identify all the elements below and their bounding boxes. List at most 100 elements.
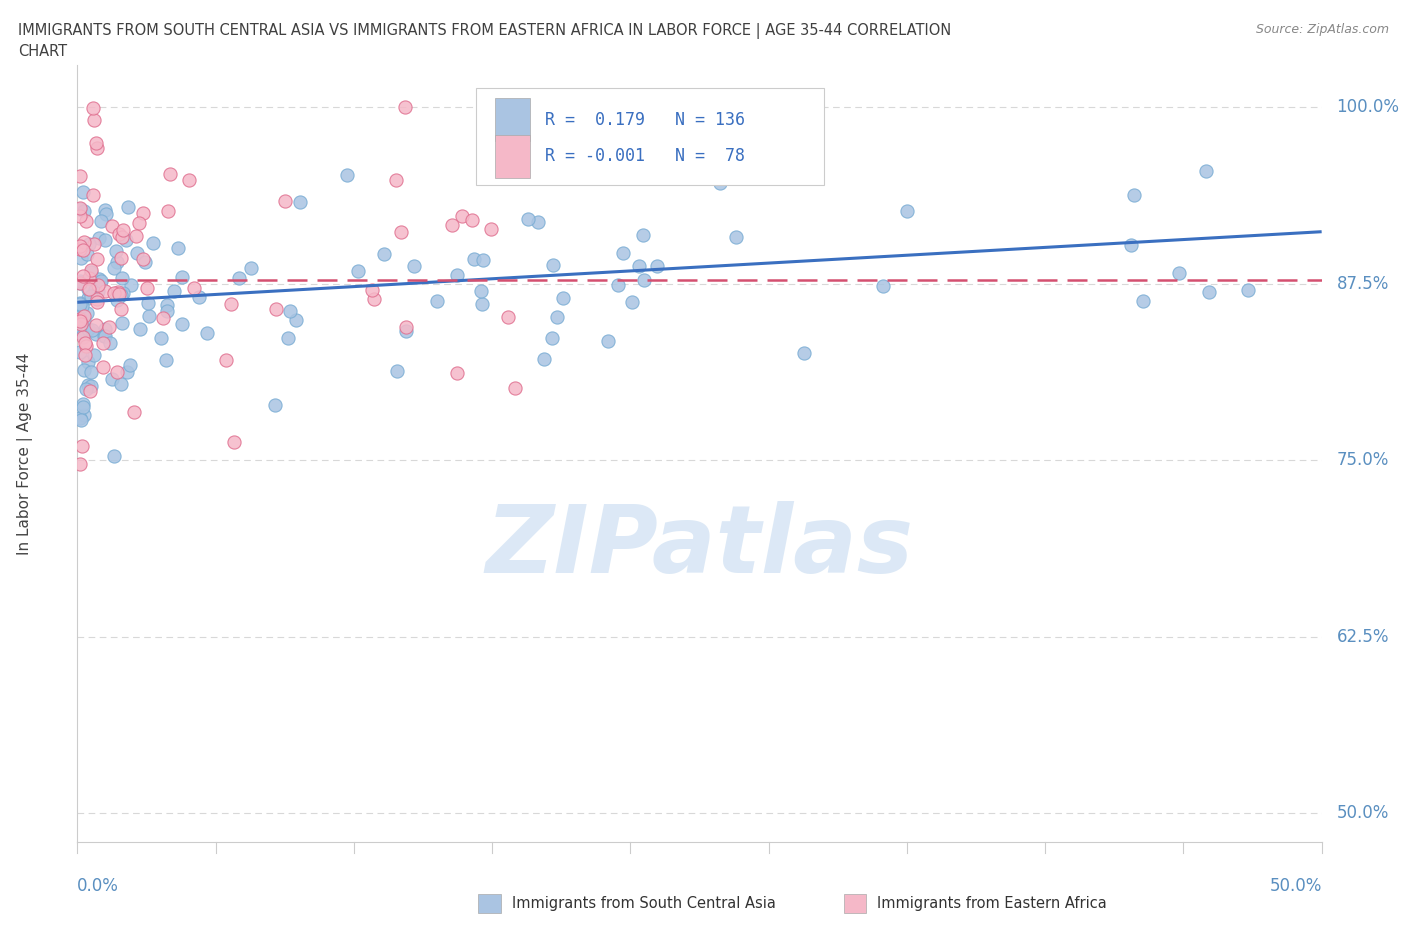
Point: [69, 313, 91, 328]
Point: [606, 277, 628, 292]
Point: [108, 286, 131, 301]
Point: [72, 268, 94, 283]
Point: [73, 408, 96, 423]
Point: [385, 364, 408, 379]
Point: [79, 384, 101, 399]
Point: [86, 294, 108, 309]
Point: [472, 252, 495, 267]
Point: [84, 326, 107, 341]
Point: [157, 204, 180, 219]
Point: [77, 271, 100, 286]
Point: [69, 239, 91, 254]
Point: [93, 329, 115, 344]
Point: [72, 243, 94, 258]
Point: [76, 246, 98, 261]
Point: [228, 271, 250, 286]
Point: [97, 320, 120, 335]
Point: [278, 303, 301, 318]
FancyBboxPatch shape: [495, 135, 530, 178]
Point: [138, 309, 160, 324]
FancyBboxPatch shape: [475, 88, 824, 185]
Text: 50.0%: 50.0%: [1270, 877, 1322, 895]
Point: [94, 329, 117, 344]
Point: [70, 251, 93, 266]
Point: [120, 277, 142, 292]
Point: [373, 247, 395, 262]
Point: [77, 354, 100, 369]
Point: [150, 330, 173, 345]
Point: [163, 284, 186, 299]
Point: [69, 275, 91, 290]
Point: [1237, 283, 1260, 298]
Point: [79, 365, 101, 380]
Point: [633, 228, 655, 243]
Point: [69, 297, 91, 312]
Point: [112, 286, 135, 300]
Text: 87.5%: 87.5%: [1337, 275, 1389, 293]
Point: [69, 312, 91, 327]
Point: [793, 346, 815, 361]
Point: [219, 297, 242, 312]
Point: [107, 285, 129, 299]
Point: [79, 288, 101, 303]
Point: [72, 399, 94, 414]
Point: [83, 282, 105, 297]
Point: [77, 282, 100, 297]
Point: [72, 185, 94, 200]
Text: R =  0.179   N = 136: R = 0.179 N = 136: [546, 111, 745, 129]
Point: [127, 246, 149, 260]
Point: [80, 379, 103, 393]
Point: [394, 100, 416, 115]
Point: [336, 167, 359, 182]
Point: [118, 357, 141, 372]
Text: 0.0%: 0.0%: [77, 877, 120, 895]
Point: [100, 219, 122, 234]
Point: [73, 336, 96, 351]
Point: [70, 438, 93, 453]
Point: [75, 339, 97, 353]
Point: [132, 251, 155, 266]
Point: [70, 299, 93, 313]
Point: [170, 270, 193, 285]
Point: [872, 279, 894, 294]
Point: [82, 100, 104, 115]
Point: [93, 232, 115, 247]
Point: [110, 377, 132, 392]
Point: [389, 224, 412, 239]
Point: [77, 322, 100, 337]
Point: [111, 315, 134, 330]
Point: [360, 283, 382, 298]
Point: [70, 317, 93, 332]
Point: [110, 271, 132, 286]
Point: [105, 244, 128, 259]
Point: [142, 235, 165, 250]
Point: [90, 213, 112, 228]
Point: [69, 242, 91, 257]
Point: [541, 331, 564, 346]
Point: [108, 226, 131, 241]
Text: Source: ZipAtlas.com: Source: ZipAtlas.com: [1256, 23, 1389, 36]
Point: [69, 208, 91, 223]
Point: [73, 348, 96, 363]
Point: [69, 322, 91, 337]
Point: [1167, 266, 1189, 281]
Point: [70, 308, 93, 323]
Point: [285, 312, 308, 327]
Point: [124, 405, 146, 419]
Point: [83, 113, 105, 127]
Point: [89, 231, 111, 246]
Point: [72, 328, 94, 343]
Point: [159, 166, 181, 181]
Point: [77, 236, 100, 251]
Point: [713, 166, 735, 181]
Point: [69, 276, 91, 291]
Point: [170, 316, 193, 331]
Point: [69, 169, 91, 184]
Point: [155, 352, 177, 367]
Point: [440, 218, 463, 232]
Text: In Labor Force | Age 35-44: In Labor Force | Age 35-44: [17, 352, 34, 554]
Point: [115, 365, 138, 379]
Point: [82, 188, 104, 203]
Point: [264, 397, 287, 412]
Point: [72, 329, 94, 344]
